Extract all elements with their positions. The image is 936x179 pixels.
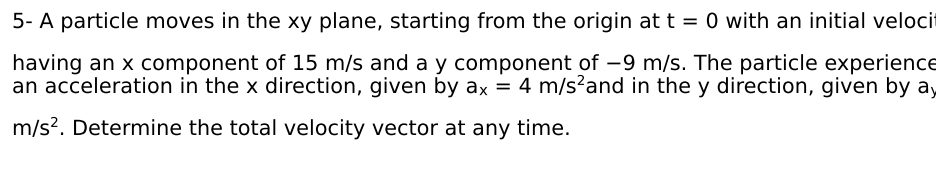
Text: m/s: m/s [12,119,50,139]
Text: 2: 2 [577,74,585,88]
Text: 2: 2 [50,116,59,130]
Text: . Determine the total velocity vector at any time.: . Determine the total velocity vector at… [59,119,571,139]
Text: x: x [478,83,488,98]
Text: y: y [929,83,936,98]
Text: = 4 m/s: = 4 m/s [488,77,577,97]
Text: and in the y direction, given by a: and in the y direction, given by a [585,77,929,97]
Text: an acceleration in the x direction, given by a: an acceleration in the x direction, give… [12,77,478,97]
Text: having an x component of 15 m/s and a y component of −9 m/s. The particle experi: having an x component of 15 m/s and a y … [12,54,936,74]
Text: 5- A particle moves in the xy plane, starting from the origin at t = 0 with an i: 5- A particle moves in the xy plane, sta… [12,12,936,32]
